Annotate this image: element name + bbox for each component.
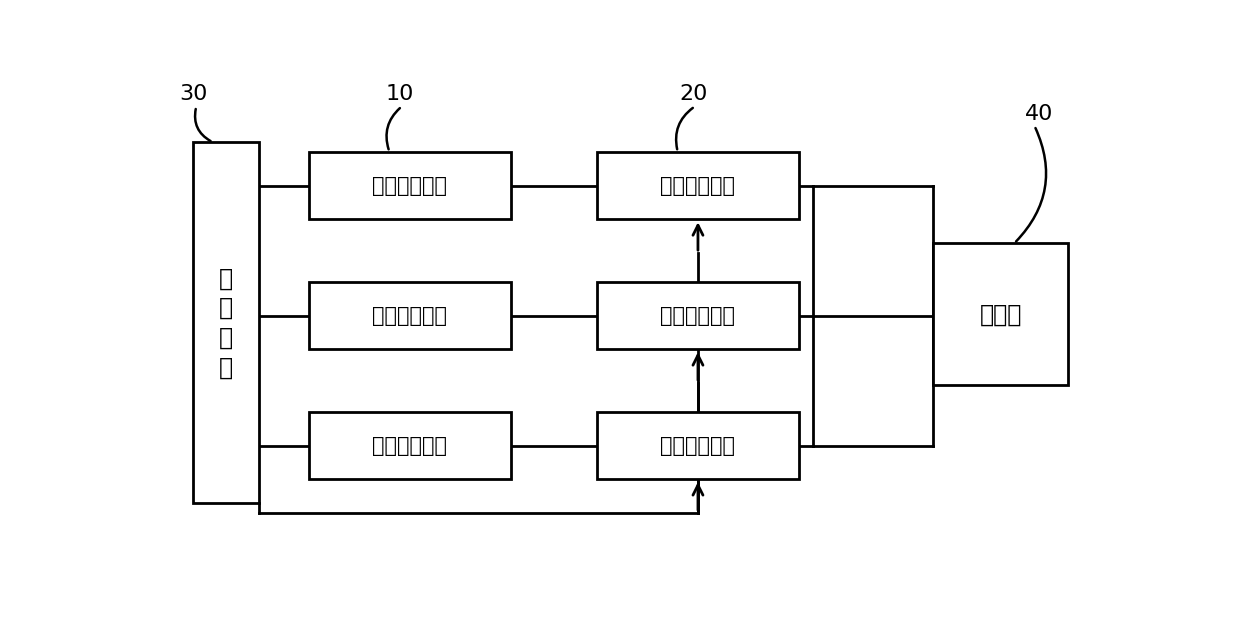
Bar <box>596 412 799 479</box>
Text: 40: 40 <box>1025 104 1053 124</box>
Bar <box>934 243 1068 386</box>
Text: 激光器: 激光器 <box>980 302 1022 326</box>
Bar <box>309 412 511 479</box>
Bar <box>309 282 511 349</box>
Bar <box>309 152 511 219</box>
Text: 第一开关元件: 第一开关元件 <box>661 436 735 456</box>
Text: 控
制
电
路: 控 制 电 路 <box>219 266 233 379</box>
Bar <box>193 142 259 503</box>
Text: 30: 30 <box>180 84 207 104</box>
Text: 20: 20 <box>680 84 707 104</box>
Bar <box>596 282 799 349</box>
Text: 充电蓄能电路: 充电蓄能电路 <box>372 306 448 326</box>
Bar <box>596 152 799 219</box>
Text: 10: 10 <box>386 84 414 104</box>
Text: 第一开关元件: 第一开关元件 <box>661 306 735 326</box>
Text: 第一开关元件: 第一开关元件 <box>661 176 735 196</box>
Text: 充电蓄能电路: 充电蓄能电路 <box>372 436 448 456</box>
Text: 充电蓄能电路: 充电蓄能电路 <box>372 176 448 196</box>
